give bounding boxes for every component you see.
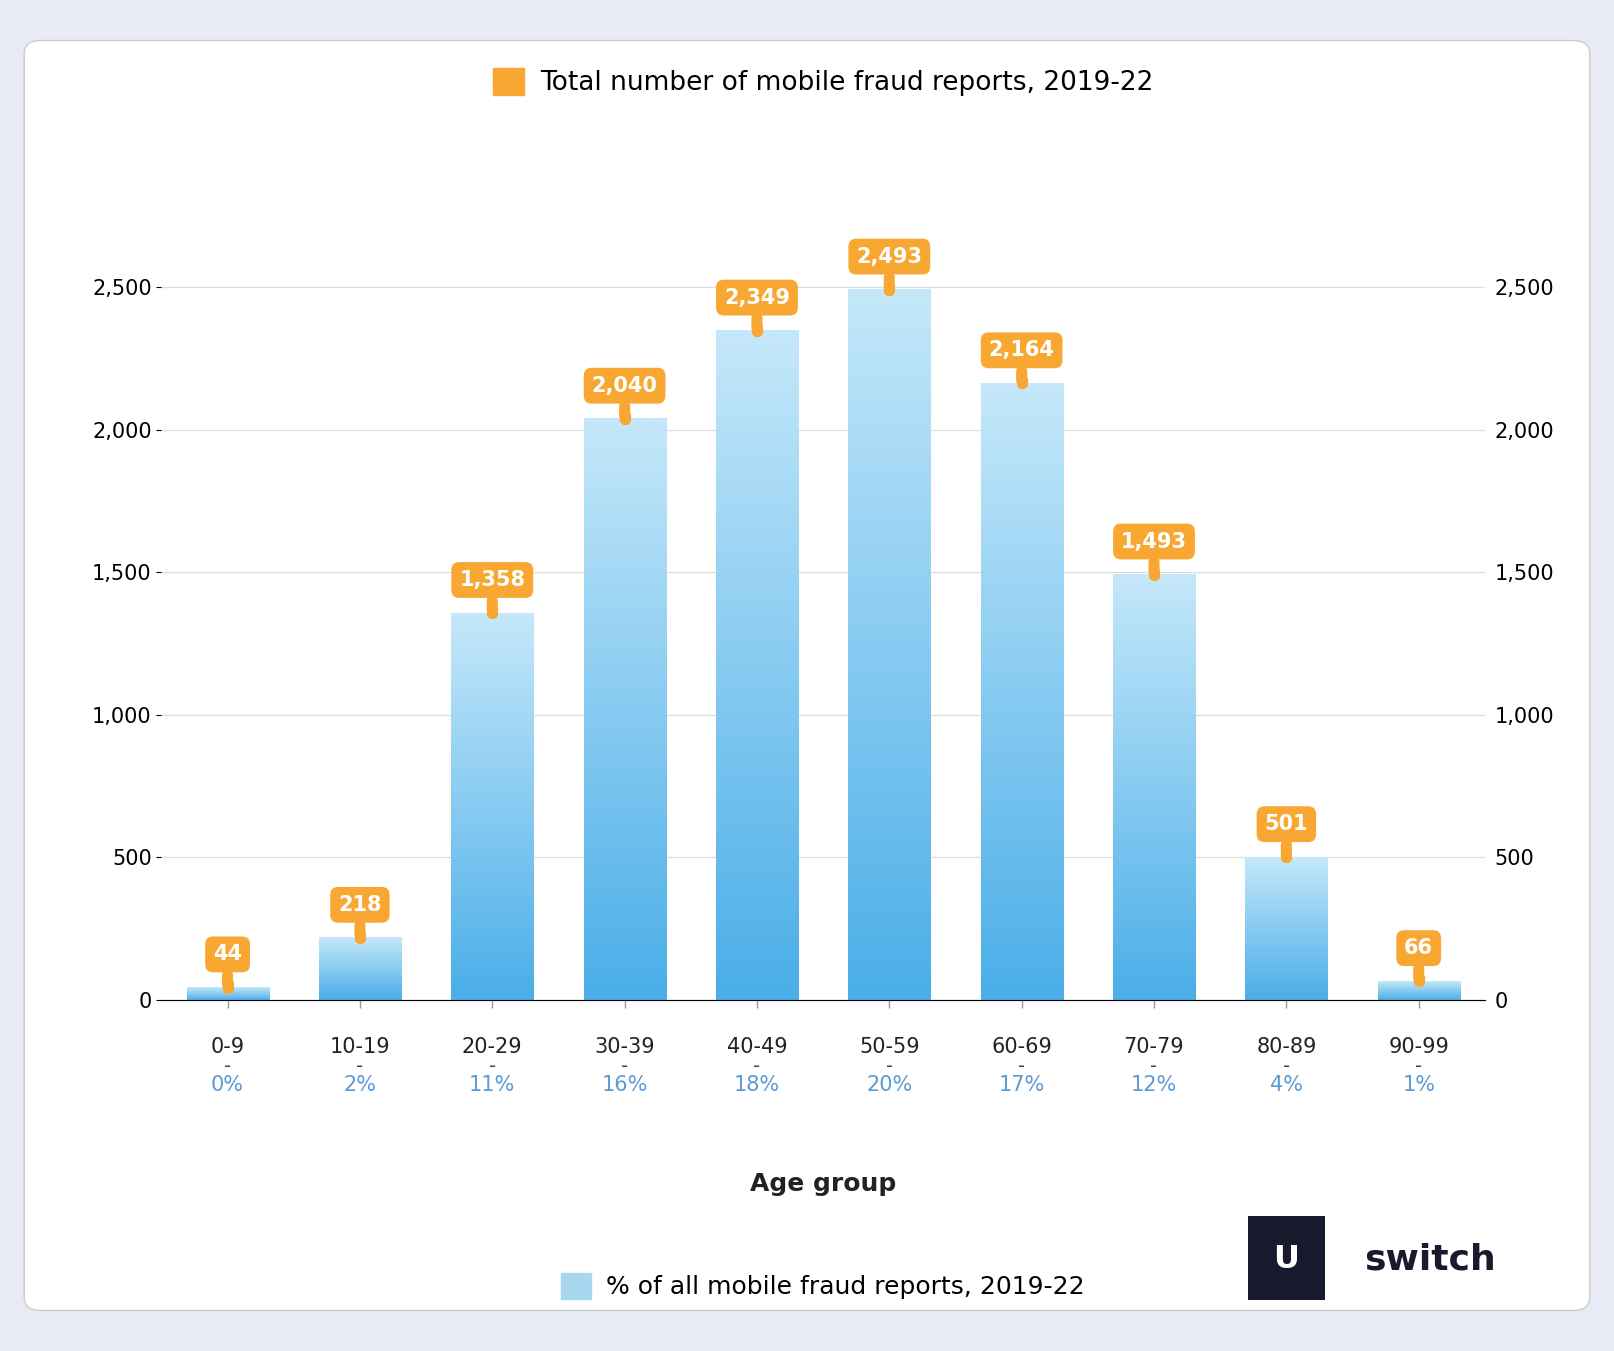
Text: 2,040: 2,040: [592, 376, 657, 419]
Text: 4%: 4%: [1270, 1075, 1302, 1096]
Text: 2%: 2%: [344, 1075, 376, 1096]
Text: 1%: 1%: [1403, 1075, 1435, 1096]
Text: 40-49: 40-49: [726, 1036, 788, 1056]
Text: 20-29: 20-29: [462, 1036, 523, 1056]
Text: 11%: 11%: [470, 1075, 515, 1096]
Text: 60-69: 60-69: [991, 1036, 1052, 1056]
Text: 10-19: 10-19: [329, 1036, 391, 1056]
Text: 90-99: 90-99: [1388, 1036, 1449, 1056]
Text: 218: 218: [339, 894, 381, 938]
Text: 16%: 16%: [602, 1075, 647, 1096]
Text: switch: switch: [1364, 1243, 1496, 1277]
Text: 80-89: 80-89: [1256, 1036, 1317, 1056]
Text: -: -: [1415, 1056, 1422, 1075]
Text: 18%: 18%: [734, 1075, 780, 1096]
Text: 44: 44: [213, 944, 242, 988]
Text: -: -: [224, 1056, 231, 1075]
Text: 50-59: 50-59: [859, 1036, 920, 1056]
Text: 70-79: 70-79: [1123, 1036, 1185, 1056]
Text: -: -: [886, 1056, 893, 1075]
Text: 17%: 17%: [999, 1075, 1044, 1096]
Text: 2,349: 2,349: [725, 288, 789, 331]
Text: -: -: [1018, 1056, 1025, 1075]
Text: 0-9: 0-9: [210, 1036, 245, 1056]
Text: 20%: 20%: [867, 1075, 912, 1096]
Text: Age group: Age group: [751, 1173, 896, 1196]
Text: 2,164: 2,164: [989, 340, 1054, 384]
Text: 2,493: 2,493: [857, 247, 922, 289]
Text: U: U: [1273, 1244, 1299, 1275]
Text: -: -: [1283, 1056, 1290, 1075]
Text: 0%: 0%: [211, 1075, 244, 1096]
Text: -: -: [754, 1056, 760, 1075]
Text: -: -: [489, 1056, 495, 1075]
FancyBboxPatch shape: [1241, 1209, 1332, 1306]
Text: -: -: [621, 1056, 628, 1075]
Text: 501: 501: [1264, 815, 1309, 858]
Text: 1,358: 1,358: [460, 570, 525, 613]
Text: 30-39: 30-39: [594, 1036, 655, 1056]
Text: 66: 66: [1404, 938, 1433, 981]
Text: -: -: [1151, 1056, 1157, 1075]
Text: 1,493: 1,493: [1122, 531, 1186, 574]
Legend: % of all mobile fraud reports, 2019-22: % of all mobile fraud reports, 2019-22: [552, 1263, 1094, 1309]
Text: -: -: [357, 1056, 363, 1075]
Text: 12%: 12%: [1131, 1075, 1177, 1096]
